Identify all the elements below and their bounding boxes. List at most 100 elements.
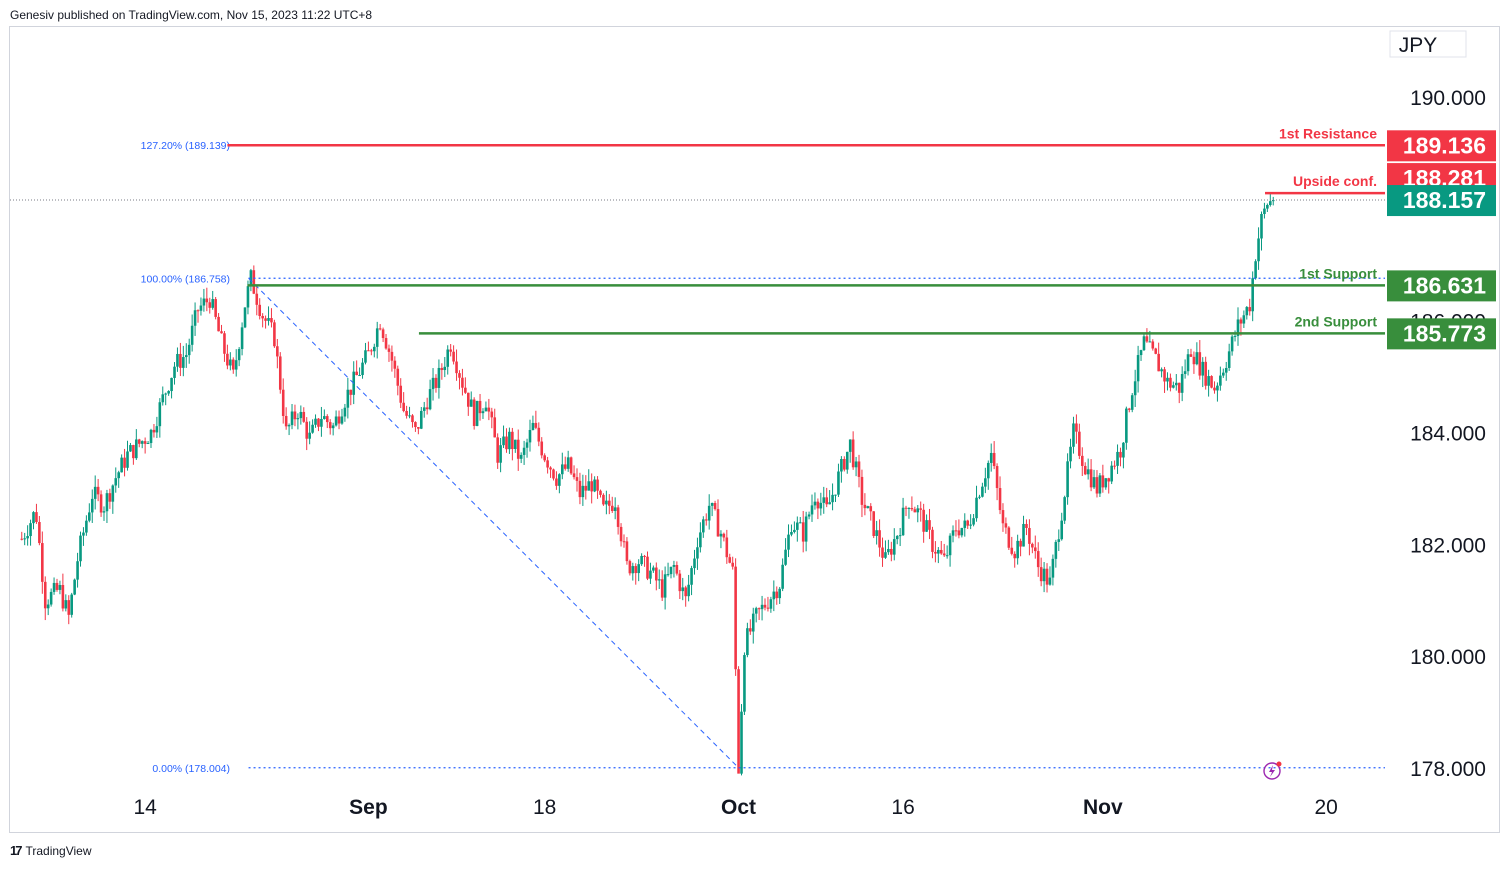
candle-body (769, 599, 773, 609)
candle-body (690, 568, 693, 585)
candle-body (784, 549, 787, 565)
candle-body (469, 399, 473, 407)
candle-body (728, 557, 732, 563)
candle-body (320, 418, 323, 427)
candle-body (687, 584, 690, 597)
candle-body (810, 505, 814, 515)
candle-body (511, 431, 514, 450)
candle-body (655, 567, 658, 581)
candle-body (875, 530, 878, 536)
candle-body (901, 507, 905, 536)
candle-body (657, 579, 661, 581)
candle-body (1192, 356, 1196, 365)
candle-body (572, 473, 576, 478)
fib-level-label: 127.20% (189.139) (141, 140, 230, 152)
candle-body (302, 411, 306, 422)
candle-body (1051, 558, 1055, 578)
time-axis: 14 Sep 18 Oct 16 Nov 20 (133, 796, 1337, 819)
candle-body (1213, 387, 1216, 391)
candle-body (349, 389, 353, 395)
candle-body (267, 318, 270, 321)
candle-body (461, 377, 464, 388)
candle-body (887, 548, 890, 553)
candle-body (878, 530, 881, 548)
candle-body (845, 451, 849, 470)
candle-body (105, 493, 109, 512)
candle-body (516, 439, 520, 459)
candle-body (93, 486, 97, 499)
candle-body (1101, 475, 1105, 488)
candle-body (1075, 423, 1078, 432)
candle-body (825, 497, 828, 505)
candle-body (499, 445, 502, 463)
candle-body (696, 547, 699, 559)
candle-body (149, 429, 153, 444)
price-badge-text: 186.631 (1403, 272, 1486, 298)
candle-body (746, 628, 749, 656)
candle-body (704, 519, 708, 521)
candle-body (1139, 350, 1143, 356)
candle-body (158, 402, 162, 427)
candle-body (631, 566, 635, 574)
candle-body (117, 472, 120, 479)
candle-body (960, 527, 964, 536)
candle-body (343, 407, 347, 417)
candle-body (992, 452, 996, 467)
candle-body (226, 353, 229, 366)
candle-body (828, 502, 831, 505)
time-tick-label: 16 (891, 796, 914, 819)
candle-body (1169, 377, 1172, 388)
candle-body (778, 588, 781, 599)
candle-body (1116, 451, 1119, 466)
level-label: Upside conf. (1293, 173, 1377, 189)
candle-body (46, 604, 50, 609)
candle-body (1239, 319, 1243, 324)
candle-body (834, 494, 837, 496)
candle-body (857, 461, 861, 477)
candle-body (831, 494, 834, 503)
candle-body (1216, 385, 1219, 391)
candle-body (543, 455, 546, 461)
candle-body (942, 553, 946, 556)
candle-body (464, 387, 467, 393)
candle-body (581, 485, 585, 498)
candle-body (1086, 469, 1090, 475)
candle-body (1033, 547, 1037, 552)
candle-body (1260, 214, 1263, 239)
candle-body (907, 507, 911, 509)
candle-body (55, 582, 59, 590)
price-tick-label: 178.000 (1410, 758, 1486, 781)
candle-body (170, 377, 173, 392)
price-axis: JPY 190.000 184.000 182.000 180.000 178.000 18… (1389, 30, 1486, 781)
candle-body (79, 535, 82, 562)
candle-body (496, 437, 499, 463)
candle-body (734, 566, 737, 670)
candle-body (208, 302, 212, 308)
candle-body (989, 452, 993, 463)
candle-body (1236, 319, 1240, 336)
candle-body (575, 477, 579, 481)
price-tick-label: 182.000 (1410, 534, 1486, 557)
candle-body (255, 293, 259, 305)
candle-body (231, 359, 235, 370)
candle-body (1028, 527, 1031, 544)
candle-body (1001, 510, 1005, 524)
candle-body (866, 506, 870, 509)
candle-body (493, 417, 497, 438)
candle-body (1189, 354, 1193, 357)
publisher-caption: Genesiv published on TradingView.com, No… (10, 8, 373, 22)
candle-body (910, 507, 914, 510)
candle-body (85, 520, 88, 533)
candle-body (455, 361, 458, 374)
candle-body (610, 505, 614, 511)
lightning-dot (1276, 761, 1282, 767)
candle-body (1177, 382, 1181, 393)
candle-body (243, 307, 247, 328)
levels-layer: 1st Resistance Upside conf. 1st Support 2nd… (227, 125, 1385, 335)
candle-body (358, 375, 361, 377)
candle-body (458, 373, 461, 378)
candle-body (819, 502, 823, 509)
candle-body (804, 516, 808, 542)
candle-body (187, 344, 191, 356)
